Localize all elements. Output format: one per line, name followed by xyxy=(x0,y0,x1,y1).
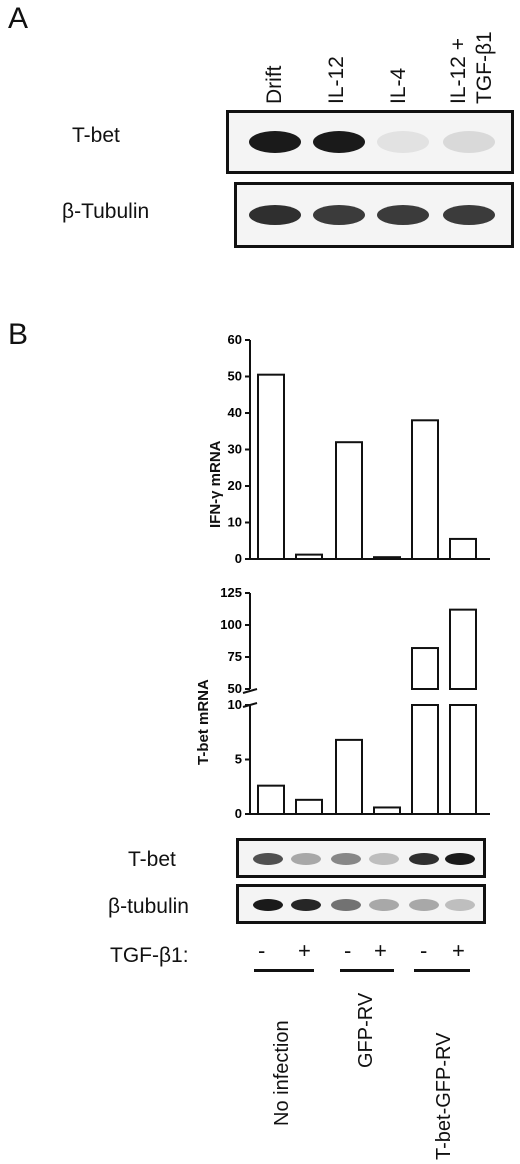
blot-band xyxy=(249,131,301,153)
tgf-label: TGF-β1: xyxy=(110,944,189,967)
ifn-y-tick-label: 30 xyxy=(228,442,242,457)
bar-break-gap xyxy=(410,690,440,704)
tgf-sign-2: + xyxy=(298,938,311,963)
tbet-y-tick-label: 10 xyxy=(228,697,242,712)
group-label-gfp-rv: GFP-RV xyxy=(355,992,377,1068)
blot-band xyxy=(313,205,365,225)
axis-break-mark xyxy=(242,688,258,694)
tbet-bar-upper xyxy=(449,608,477,690)
tbet-bar-lower xyxy=(449,704,477,815)
blot-band xyxy=(249,205,301,225)
group-bar-no-infection xyxy=(254,969,314,972)
ifn-bar xyxy=(335,441,363,560)
tgf-sign-3: - xyxy=(344,938,352,963)
ifn-bar xyxy=(411,419,439,560)
blot-band xyxy=(377,131,429,153)
panel-b-letter: B xyxy=(8,318,29,351)
lane-label-drift: Drift xyxy=(263,65,286,105)
blot-band xyxy=(445,899,475,911)
lane-label-il12: IL-12 xyxy=(325,56,348,104)
tgf-sign-4: + xyxy=(374,938,387,963)
blot-band xyxy=(409,853,439,865)
lane-label-il12-plus: IL-12 + xyxy=(447,38,470,104)
tbet-y-tick-label: 5 xyxy=(235,752,242,767)
ifn-y-tick-label: 20 xyxy=(228,478,242,493)
blot-band xyxy=(443,205,495,225)
blot-band xyxy=(445,853,475,865)
blot-b-tbet xyxy=(236,838,486,878)
blot-band xyxy=(369,899,399,911)
tbet-y-tick-label: 75 xyxy=(228,649,242,664)
group-label-no-infection: No infection xyxy=(271,1020,293,1126)
group-bar-gfp-rv xyxy=(340,969,394,972)
ifn-y-tick-label: 50 xyxy=(228,369,242,384)
blot-a-tbet xyxy=(226,110,514,174)
blot-band xyxy=(331,899,361,911)
blot-band xyxy=(253,899,283,911)
row-label-tubulin: β-Tubulin xyxy=(62,200,150,223)
row-label-tbet: T-bet xyxy=(72,124,120,147)
lane-label-il4: IL-4 xyxy=(387,67,410,104)
tbet-bar xyxy=(373,806,401,816)
blot-band xyxy=(291,899,321,911)
bar-break-gap xyxy=(448,690,478,704)
tbet-bar xyxy=(257,784,285,816)
ifn-gamma-chart: 60 50 40 30 20 10 0 xyxy=(228,332,490,566)
blot-band xyxy=(253,853,283,865)
ifn-bar xyxy=(449,537,477,561)
tbet-y-tick-label: 0 xyxy=(235,806,242,821)
ifn-y-tick-label: 40 xyxy=(228,405,242,420)
tbet-bar-lower xyxy=(411,704,439,815)
blot-band xyxy=(443,131,495,153)
row-label-b-tubulin: β-tubulin xyxy=(108,895,189,918)
group-bar-tbet-gfp-rv xyxy=(414,969,470,972)
tbet-y-tick-label: 50 xyxy=(228,681,242,696)
lane-label-tgfb1: TGF-β1 xyxy=(473,31,496,104)
tbet-bar xyxy=(295,798,323,816)
tbet-bar xyxy=(335,738,363,816)
group-label-tbet-gfp-rv: T-bet-GFP-RV xyxy=(433,1032,455,1160)
ifn-y-tick-label: 10 xyxy=(228,515,242,530)
ifn-bar xyxy=(295,553,323,560)
tbet-bar-upper xyxy=(411,647,439,690)
blot-band xyxy=(409,899,439,911)
row-label-b-tbet: T-bet xyxy=(128,848,176,871)
ifn-bar xyxy=(257,373,285,560)
blot-band xyxy=(377,205,429,225)
blot-band xyxy=(369,853,399,865)
ifn-bar xyxy=(373,556,401,561)
tbet-y-tick-label: 125 xyxy=(220,585,242,600)
blot-band xyxy=(331,853,361,865)
tgf-sign-6: + xyxy=(452,938,465,963)
blot-band xyxy=(291,853,321,865)
tbet-y-tick-label: 100 xyxy=(220,617,242,632)
tgf-sign-5: - xyxy=(420,938,428,963)
ifn-y-tick-label: 60 xyxy=(228,332,242,347)
tgf-sign-1: - xyxy=(258,938,266,963)
blot-a-tubulin xyxy=(234,182,514,248)
panel-a-letter: A xyxy=(8,2,29,35)
blot-band xyxy=(313,131,365,153)
blot-b-tubulin xyxy=(236,884,486,924)
ifn-y-tick-label: 0 xyxy=(235,551,242,566)
